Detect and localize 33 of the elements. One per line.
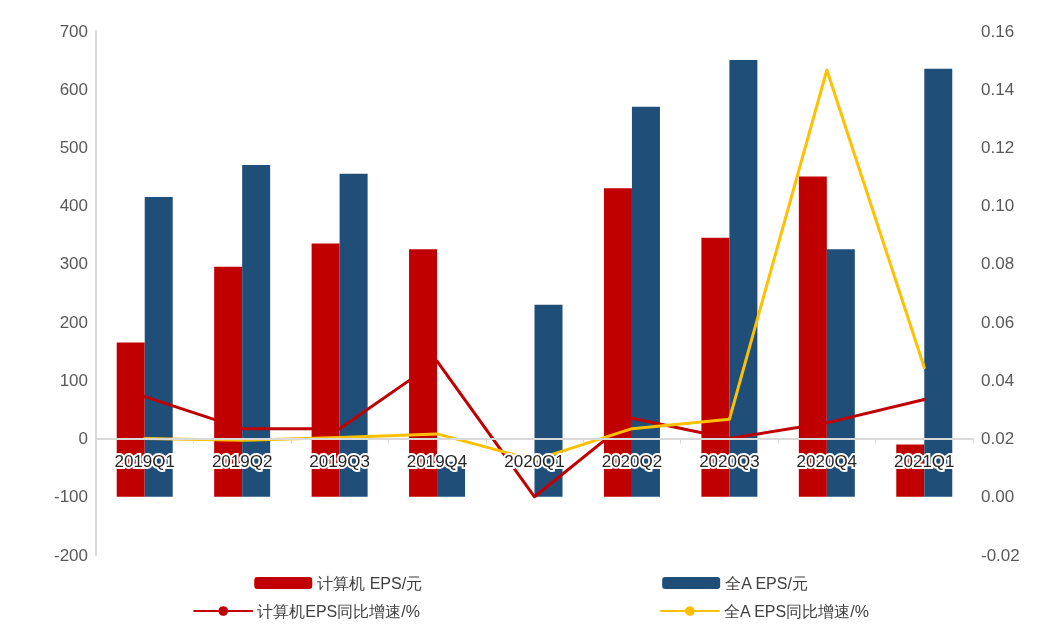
y-tick-label: 0 bbox=[78, 429, 88, 449]
y-tick-label: -100 bbox=[53, 487, 88, 507]
x-tick-label: 2021Q1 bbox=[894, 451, 955, 471]
x-tick-label: 2020Q1 bbox=[504, 451, 565, 471]
x-tick-label: 2019Q3 bbox=[309, 451, 370, 471]
y2-tick-label: 0.02 bbox=[981, 429, 1015, 449]
y-tick-label: 300 bbox=[59, 254, 88, 274]
x-tick-label: 2019Q1 bbox=[114, 451, 175, 471]
y2-tick-label: 0.14 bbox=[981, 79, 1015, 99]
x-tick-label: 2019Q2 bbox=[211, 451, 273, 471]
x-tick-label: 2020Q2 bbox=[601, 451, 663, 471]
y2-tick-label: 0.16 bbox=[981, 21, 1015, 41]
legend-label: 全A EPS/元 bbox=[725, 574, 808, 592]
legend-label: 计算机 EPS/元 bbox=[317, 574, 423, 592]
x-tick-label: 2020Q4 bbox=[796, 451, 858, 471]
y2-tick-label: 0.08 bbox=[981, 254, 1015, 274]
x-tick-label: 2020Q3 bbox=[699, 451, 760, 471]
y-tick-label: 700 bbox=[59, 21, 88, 41]
y-tick-label: 400 bbox=[59, 196, 88, 216]
x-tick-label: 2019Q4 bbox=[406, 451, 468, 471]
y2-tick-label: 0.04 bbox=[981, 370, 1015, 390]
y-tick-label: 200 bbox=[59, 312, 88, 332]
legend-label: 计算机EPS同比增速/% bbox=[257, 602, 420, 620]
legend-label: 全A EPS同比增速/% bbox=[723, 602, 869, 620]
y2-tick-label: 0.10 bbox=[981, 196, 1015, 216]
y-tick-label: 500 bbox=[59, 137, 88, 157]
y2-tick-label: 0.00 bbox=[981, 487, 1015, 507]
y2-tick-label: -0.02 bbox=[981, 545, 1020, 565]
y-tick-label: 100 bbox=[59, 370, 88, 390]
y2-tick-label: 0.06 bbox=[981, 312, 1015, 332]
y-tick-label: 600 bbox=[59, 79, 88, 99]
y2-tick-label: 0.12 bbox=[981, 137, 1015, 157]
y-tick-label: -200 bbox=[53, 545, 88, 565]
